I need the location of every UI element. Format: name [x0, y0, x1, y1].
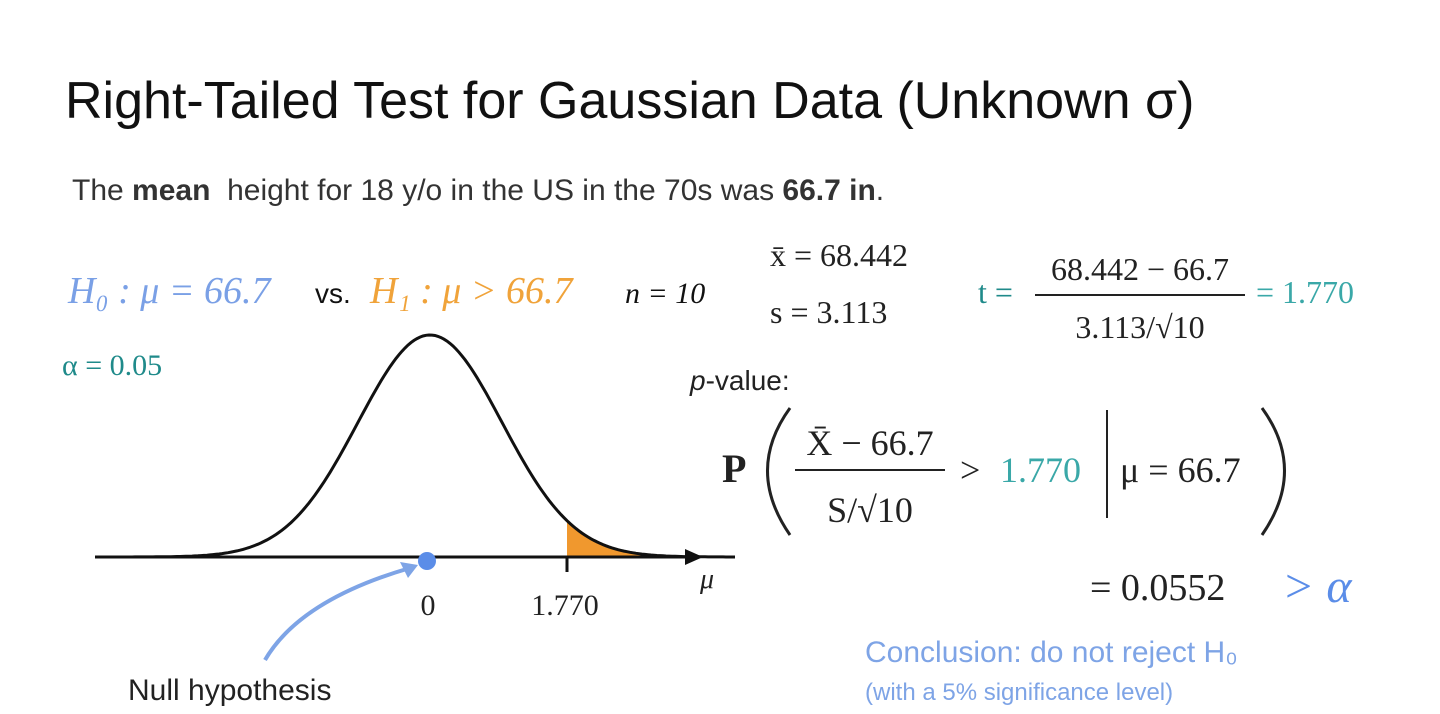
t-numerator: 68.442 − 66.7	[1051, 251, 1229, 287]
text: mean	[132, 174, 210, 207]
annotation: Null hypothesis	[128, 674, 331, 707]
text: height for 18 y/o in the US in the 70s w…	[210, 174, 782, 207]
annotation-arrowhead	[400, 562, 418, 578]
text: -value:	[706, 365, 790, 396]
text: 66.7 in	[782, 174, 875, 207]
p-denominator: S/√10	[827, 490, 913, 530]
t-result: = 1.770	[1256, 274, 1354, 310]
alt-hypothesis: H₁ : μ > 66.7	[369, 270, 575, 312]
p-numerator: X̄ − 66.7	[806, 423, 933, 463]
p-value-label: p-value:	[689, 365, 790, 396]
axis-label: μ	[699, 564, 714, 595]
sample-sd: s = 3.113	[770, 294, 887, 330]
paren-left	[766, 407, 792, 536]
density-curve	[120, 333, 735, 559]
p-result: = 0.0552	[1090, 567, 1225, 609]
conclusion-note: (with a 5% significance level)	[865, 679, 1173, 706]
text: The	[72, 174, 132, 207]
sample-mean: x̄ = 68.442	[770, 237, 908, 273]
t-denominator: 3.113/√10	[1075, 309, 1204, 345]
conclusion: Conclusion: do not reject H₀	[865, 636, 1238, 669]
statement: The mean height for 18 y/o in the US in …	[72, 174, 884, 207]
zero-label: 0	[421, 589, 436, 622]
gt: >	[960, 450, 980, 490]
text: p	[689, 365, 706, 396]
graph: 0 1.770 μ Null hypothesis	[95, 333, 735, 707]
t-lhs: t =	[978, 274, 1013, 310]
paren-right	[1260, 407, 1286, 536]
text: .	[876, 174, 884, 207]
annotation-arrow	[263, 566, 411, 662]
alpha: α = 0.05	[62, 349, 162, 382]
sample-size: n = 10	[625, 277, 705, 310]
title: Right-Tailed Test for Gaussian Data (Unk…	[65, 72, 1194, 130]
t-label: 1.770	[531, 589, 599, 622]
vs: vs.	[315, 278, 351, 309]
prob: P	[722, 446, 746, 491]
condition: μ = 66.7	[1120, 450, 1241, 490]
null-hypothesis: H₀ : μ = 66.7	[67, 270, 273, 312]
compare: > α	[1282, 560, 1352, 613]
p-t: 1.770	[1000, 450, 1081, 490]
null-point	[418, 552, 436, 570]
